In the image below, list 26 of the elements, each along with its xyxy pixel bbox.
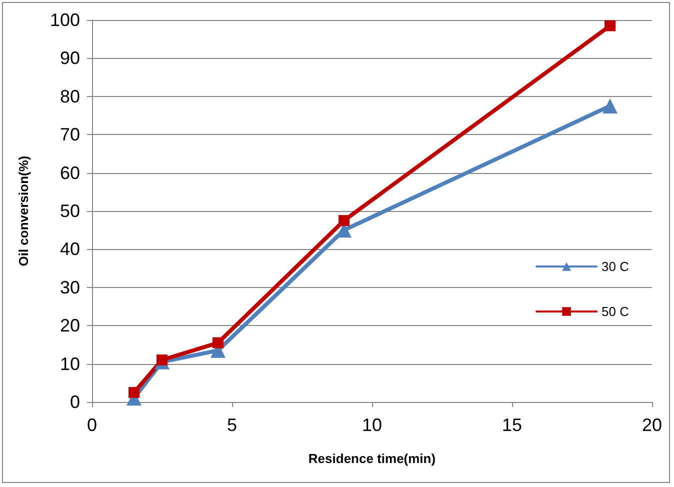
x-tick-label: 15: [502, 415, 522, 435]
x-tick-label: 20: [642, 415, 662, 435]
y-axis-title: Oil conversion(%): [16, 156, 31, 266]
y-tick-label: 100: [50, 10, 80, 30]
point: [212, 337, 224, 348]
point: [604, 20, 616, 32]
y-tick-label: 70: [60, 124, 80, 145]
legend-label: 30 C: [602, 259, 630, 274]
point: [602, 98, 618, 114]
y-tick-label: 60: [60, 162, 80, 183]
x-tick-label: 10: [362, 415, 382, 435]
point: [156, 354, 168, 366]
y-tick-label: 80: [60, 86, 80, 106]
x-tick-label: 0: [86, 415, 98, 435]
y-tick-label: 0: [70, 392, 80, 412]
x-axis-title: Residence time(min): [308, 451, 436, 466]
point: [338, 215, 350, 226]
y-tick-label: 30: [60, 277, 80, 298]
y-tick-label: 90: [60, 48, 80, 68]
y-tick-label: 20: [60, 316, 80, 336]
point: [128, 386, 140, 398]
y-tick-label: 50: [60, 201, 80, 221]
legend-label: 50 C: [602, 304, 630, 319]
x-tick-label: 5: [226, 415, 238, 435]
y-tick-label: 10: [60, 354, 80, 374]
y-tick-label: 40: [60, 239, 80, 260]
